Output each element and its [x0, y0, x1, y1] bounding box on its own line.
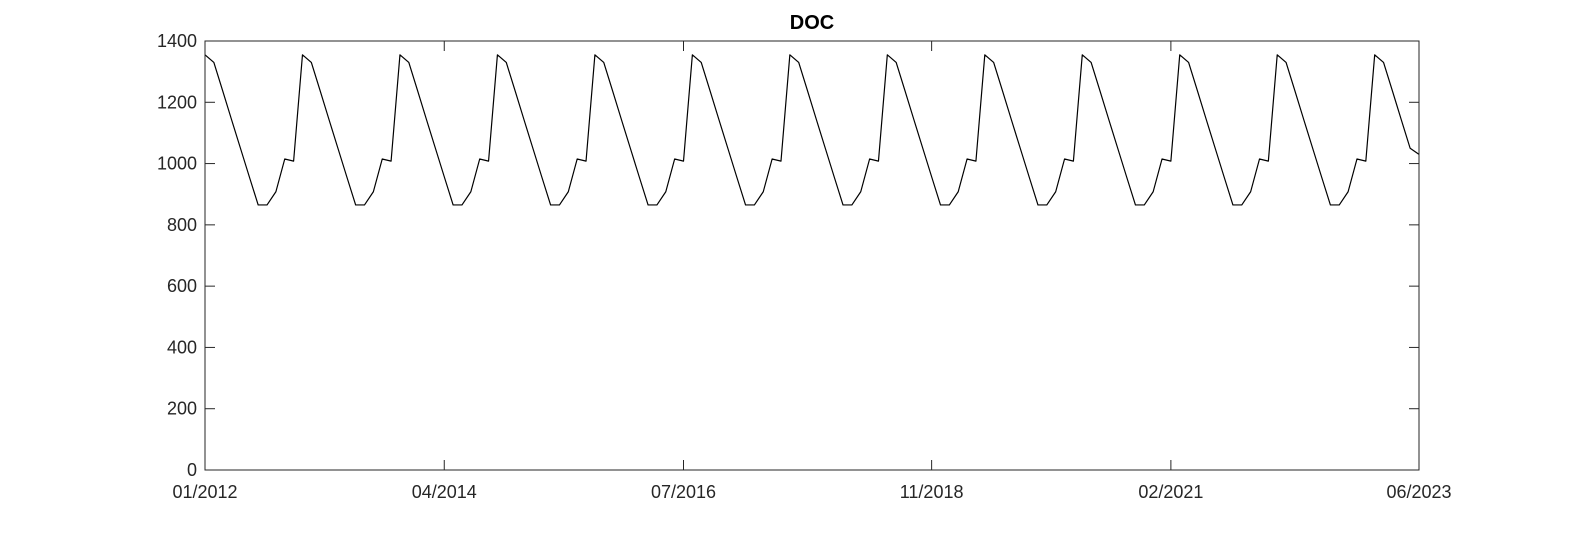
- y-axis: 0 200 400 600 800 1000 1200 1400: [157, 31, 1419, 480]
- x-axis: 01/2012 04/2014 07/2016 11/2018 02/2021 06/20…: [172, 41, 1452, 502]
- y-tick-label: 0: [187, 460, 197, 480]
- x-tick-label: 01/2012: [172, 482, 237, 502]
- y-tick-label: 200: [167, 399, 197, 419]
- y-tick-label: 400: [167, 337, 197, 357]
- plot-background: [205, 41, 1419, 470]
- series-line: [204, 54, 1420, 206]
- plot-frame: [204, 40, 1420, 471]
- y-tick-label: 1200: [157, 92, 197, 112]
- x-tick-label: 11/2018: [900, 482, 964, 502]
- chart-title: DOC: [790, 12, 834, 34]
- x-tick-label: 02/2021: [1138, 482, 1203, 502]
- y-tick-label: 600: [167, 276, 197, 296]
- y-tick-label: 800: [167, 215, 197, 235]
- x-tick-label: 07/2016: [651, 482, 716, 502]
- x-tick-label: 06/2023: [1386, 482, 1451, 502]
- x-tick-label: 04/2014: [412, 482, 477, 502]
- y-tick-label: 1400: [157, 31, 197, 51]
- y-tick-label: 1000: [157, 154, 197, 174]
